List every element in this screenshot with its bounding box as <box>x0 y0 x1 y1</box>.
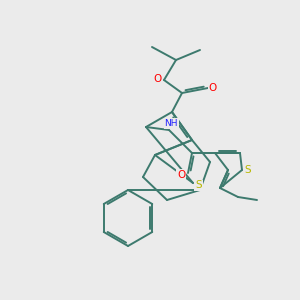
Text: S: S <box>244 165 251 175</box>
Text: S: S <box>195 180 202 190</box>
Text: O: O <box>177 169 185 179</box>
Text: O: O <box>154 74 162 83</box>
Text: O: O <box>208 83 217 93</box>
Text: NH: NH <box>164 119 178 128</box>
